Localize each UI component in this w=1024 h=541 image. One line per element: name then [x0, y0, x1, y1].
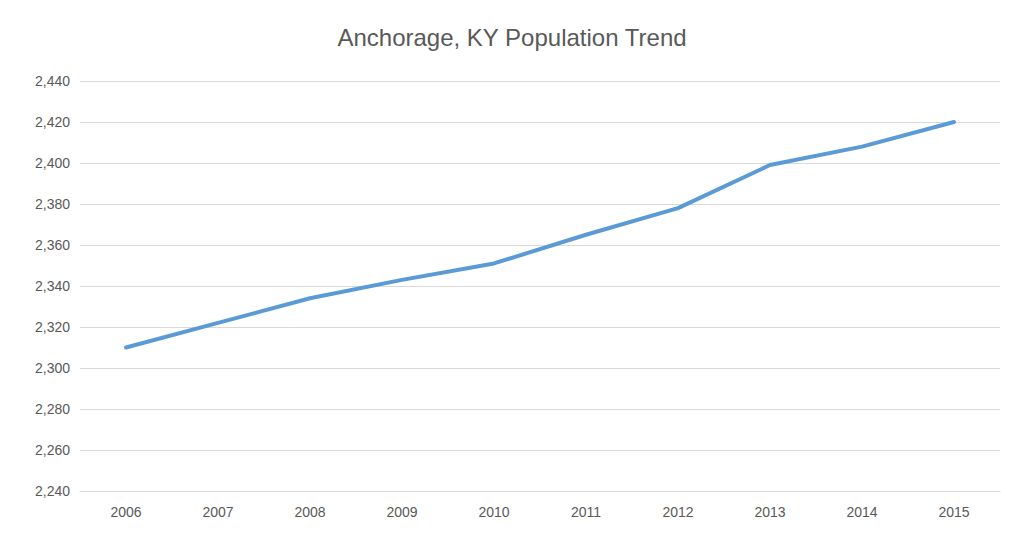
- svg-text:2,280: 2,280: [35, 401, 70, 417]
- svg-text:2,340: 2,340: [35, 278, 70, 294]
- svg-text:2006: 2006: [110, 504, 141, 520]
- svg-text:2008: 2008: [294, 504, 325, 520]
- svg-text:2,300: 2,300: [35, 360, 70, 376]
- svg-text:Anchorage, KY Population Trend: Anchorage, KY Population Trend: [337, 24, 686, 51]
- svg-text:2,240: 2,240: [35, 483, 70, 499]
- svg-text:2014: 2014: [846, 504, 877, 520]
- svg-text:2012: 2012: [662, 504, 693, 520]
- svg-text:2009: 2009: [386, 504, 417, 520]
- svg-text:2,400: 2,400: [35, 155, 70, 171]
- svg-text:2,260: 2,260: [35, 442, 70, 458]
- svg-text:2013: 2013: [754, 504, 785, 520]
- svg-text:2011: 2011: [571, 504, 601, 520]
- svg-text:2007: 2007: [202, 504, 233, 520]
- svg-text:2015: 2015: [938, 504, 969, 520]
- svg-text:2,380: 2,380: [35, 196, 70, 212]
- svg-text:2,360: 2,360: [35, 237, 70, 253]
- svg-text:2,420: 2,420: [35, 114, 70, 130]
- svg-text:2,440: 2,440: [35, 73, 70, 89]
- svg-text:2,320: 2,320: [35, 319, 70, 335]
- svg-text:2010: 2010: [478, 504, 509, 520]
